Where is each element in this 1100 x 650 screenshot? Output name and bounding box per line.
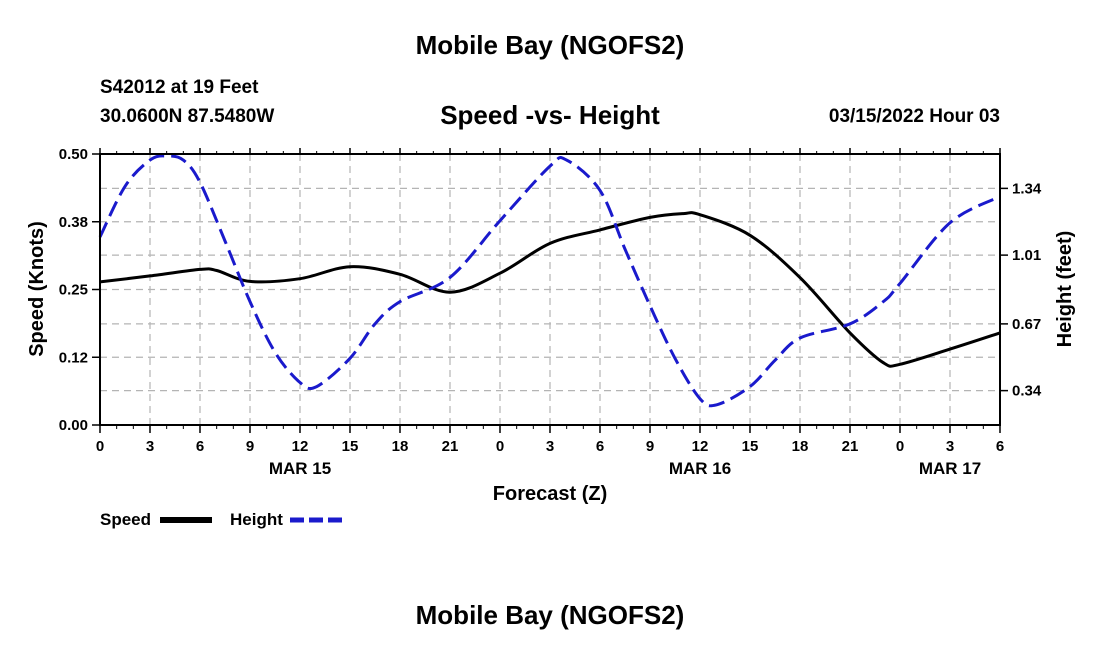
x-tick-label: 6 xyxy=(196,438,204,455)
x-tick-label: 3 xyxy=(946,438,954,455)
left-axis-label: Speed (Knots) xyxy=(26,221,48,357)
page-title: Mobile Bay (NGOFS2) xyxy=(415,30,685,60)
y-left-tick-label: 0.50 xyxy=(59,146,88,163)
station-coordinates: 30.0600N 87.5480W xyxy=(100,106,275,127)
x-tick-label: 18 xyxy=(792,438,809,455)
x-tick-label: 6 xyxy=(996,438,1004,455)
chart-series xyxy=(98,154,1001,408)
x-tick-label: 12 xyxy=(292,438,309,455)
x-tick-label: 18 xyxy=(392,438,409,455)
speed-height-chart: 0 3 6 9 12 15 18 21 0 3 6 9 12 15 18 21 0 3 6 MAR 15 MAR 16 M… xyxy=(26,146,1076,529)
axis-ticks: 0 3 6 9 12 15 18 21 0 3 6 9 12 15 18 21 0 3 6 MAR 15 MAR 16 M… xyxy=(59,146,1042,478)
x-tick-label: 15 xyxy=(342,438,359,455)
forecast-datetime: 03/15/2022 Hour 03 xyxy=(828,106,1000,127)
x-tick-label: 0 xyxy=(96,438,104,455)
x-tick-label: 3 xyxy=(546,438,554,455)
y-left-tick-label: 0.38 xyxy=(59,214,88,231)
x-tick-label: 3 xyxy=(146,438,154,455)
legend-label-speed: Speed xyxy=(100,510,151,529)
legend-label-height: Height xyxy=(230,510,283,529)
right-axis-label: Height (feet) xyxy=(1054,231,1076,348)
x-tick-label: 0 xyxy=(896,438,904,455)
x-tick-label: 9 xyxy=(646,438,654,455)
y-left-tick-label: 0.25 xyxy=(59,282,88,299)
x-axis-label: Forecast (Z) xyxy=(493,483,607,505)
chart-subtitle: Speed -vs- Height xyxy=(440,100,660,130)
y-right-tick-label: 0.67 xyxy=(1012,316,1041,333)
date-label: MAR 15 xyxy=(269,459,331,478)
x-tick-label: 6 xyxy=(596,438,604,455)
x-tick-label: 12 xyxy=(692,438,709,455)
x-tick-label: 15 xyxy=(742,438,759,455)
footer-title: Mobile Bay (NGOFS2) xyxy=(415,600,685,630)
series-line-height xyxy=(98,154,1001,408)
x-tick-label: 21 xyxy=(442,438,459,455)
date-label: MAR 16 xyxy=(669,459,731,478)
chart-legend: Speed Height xyxy=(100,510,342,529)
y-left-tick-label: 0.12 xyxy=(59,349,88,366)
y-right-tick-label: 1.34 xyxy=(1012,180,1042,197)
x-tick-label: 9 xyxy=(246,438,254,455)
y-right-tick-label: 0.34 xyxy=(1012,383,1042,400)
y-right-tick-label: 1.01 xyxy=(1012,247,1041,264)
x-tick-label: 0 xyxy=(496,438,504,455)
chart-grid xyxy=(100,154,1000,425)
x-tick-label: 21 xyxy=(842,438,859,455)
y-left-tick-label: 0.00 xyxy=(59,417,88,434)
series-line-speed xyxy=(99,211,1001,368)
station-label: S42012 at 19 Feet xyxy=(100,77,259,98)
date-label: MAR 17 xyxy=(919,459,981,478)
